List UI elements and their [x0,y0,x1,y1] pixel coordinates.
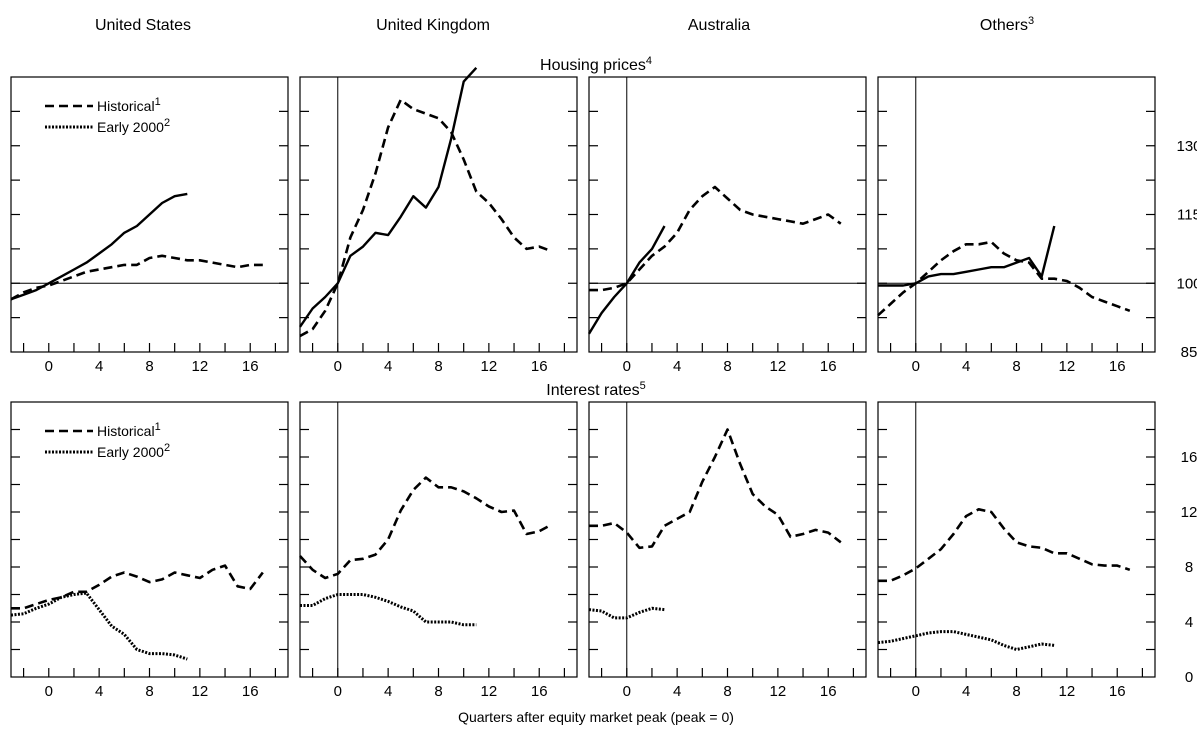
series-line-dashed [589,428,842,550]
series-line-dashed [877,240,1131,317]
x-tick-label: 0 [912,358,920,375]
series-line-dotted [10,591,188,661]
panel-interest-rates-australia: 0 4 8 12 16 [588,401,867,700]
x-tick-label: 8 [145,358,153,375]
x-tick-label: 4 [673,683,681,700]
y-tick-label: 4 [1185,614,1193,631]
x-tick-label: 16 [531,358,548,375]
panel-interest-rates-united-states: 0 4 8 12 16 Historical1 Early 20002 [10,401,289,700]
panel-housing-prices-australia: 0 4 8 12 16 [587,76,867,375]
panel-frame [588,401,867,678]
y-tick-label: 100 [1176,275,1197,292]
x-tick-label: 4 [962,683,970,700]
x-tick-label: 12 [1059,683,1076,700]
x-tick-label: 12 [192,358,209,375]
x-tick-label: 4 [962,358,970,375]
panel-frame [877,76,1156,353]
x-tick-label: 12 [481,683,498,700]
x-tick-label: 16 [1109,683,1126,700]
legend-label-early2000: Early 20002 [97,117,170,135]
legend-label-historical: Historical1 [97,421,161,439]
x-tick-label: 12 [770,683,787,700]
y-tick-label: 16 [1181,449,1197,466]
panel-housing-prices-united-kingdom: 0 4 8 12 16 [299,66,578,375]
x-tick-label: 0 [45,358,53,375]
x-tick-label: 4 [95,683,103,700]
chart-panels: 0 4 8 12 16 Historical1 Early 20002 0 4 8 12 16 0 4 8 1… [10,66,1197,700]
series-line-dotted [877,630,1055,651]
x-tick-label: 0 [334,683,342,700]
x-tick-label: 0 [45,683,53,700]
x-tick-label: 0 [623,683,631,700]
row-title-interest-rates: Interest rates5 [546,380,646,399]
column-title-united-kingdom: United Kingdom [376,17,490,34]
x-tick-label: 8 [1012,358,1020,375]
x-tick-label: 0 [334,358,342,375]
x-tick-label: 8 [434,683,442,700]
x-tick-label: 4 [384,358,392,375]
series-line-solid [878,225,1056,287]
x-axis-label: Quarters after equity market peak (peak … [458,709,734,725]
legend-label-early2000: Early 20002 [97,442,170,460]
column-title-united-states: United States [95,17,191,34]
x-tick-label: 4 [384,683,392,700]
series-line-solid [299,66,478,328]
column-title-australia: Australia [688,17,750,34]
x-tick-label: 16 [531,683,548,700]
y-tick-label: 115 [1177,207,1197,224]
series-line-dotted [300,593,477,627]
x-tick-label: 8 [723,683,731,700]
series-line-solid [10,192,188,301]
row-title-housing-prices: Housing prices4 [540,55,652,74]
panel-frame [588,76,867,353]
panel-interest-rates-united-kingdom: 0 4 8 12 16 [299,401,578,700]
y-tick-label: 12 [1181,504,1197,521]
legend-label-historical: Historical1 [97,96,161,114]
series-line-dashed [299,476,553,580]
x-tick-label: 0 [912,683,920,700]
x-tick-label: 16 [820,358,837,375]
series-line-dashed [299,98,553,338]
x-tick-label: 12 [1059,358,1076,375]
series-line-dashed [878,507,1131,583]
x-tick-label: 12 [481,358,498,375]
x-tick-label: 12 [770,358,787,375]
x-tick-label: 4 [95,358,103,375]
series-line-dashed [10,254,263,301]
column-title-others: Others3 [980,15,1034,34]
y-tick-label: 0 [1185,669,1193,686]
series-line-solid [587,225,666,335]
y-tick-label: 8 [1185,559,1193,576]
x-tick-label: 8 [434,358,442,375]
panel-interest-rates-others: 0 4 8 12 16 0 4 8 12 16 [877,401,1197,700]
panel-housing-prices-others: 0 4 8 12 16 85 100 115 130 [877,76,1197,375]
x-tick-label: 8 [1012,683,1020,700]
x-tick-label: 8 [723,358,731,375]
panel-frame [299,401,578,678]
x-tick-label: 4 [673,358,681,375]
panel-frame [299,76,578,353]
x-tick-label: 16 [820,683,837,700]
x-tick-label: 16 [242,683,259,700]
series-line-dotted [588,606,665,620]
y-tick-label: 130 [1176,138,1197,155]
x-tick-label: 16 [1109,358,1126,375]
panel-housing-prices-united-states: 0 4 8 12 16 Historical1 Early 20002 [10,76,289,375]
y-tick-label: 85 [1181,344,1197,361]
x-tick-label: 8 [145,683,153,700]
x-tick-label: 16 [242,358,259,375]
x-tick-label: 12 [192,683,209,700]
series-line-dashed [11,564,264,610]
x-tick-label: 0 [623,358,631,375]
